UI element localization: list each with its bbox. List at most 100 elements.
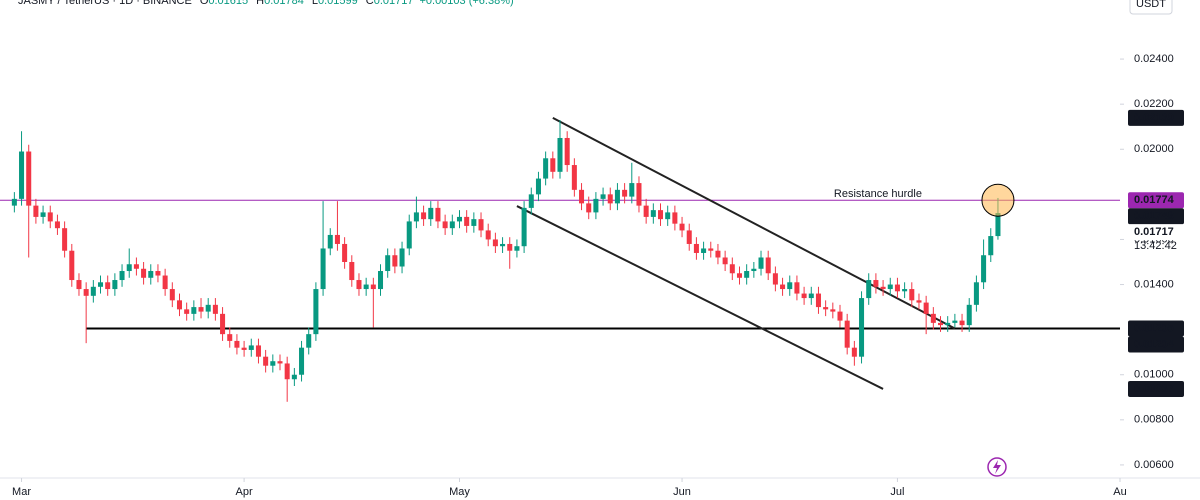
candle xyxy=(701,241,707,260)
candle xyxy=(851,340,857,366)
candle xyxy=(593,192,599,220)
candle-body xyxy=(83,289,89,296)
candle-body xyxy=(535,178,541,195)
candle-body xyxy=(952,320,958,323)
candle-body xyxy=(478,219,484,231)
candle xyxy=(902,282,908,299)
candle-body xyxy=(54,221,60,229)
candle xyxy=(887,277,893,296)
y-tick-label: 0.01000 xyxy=(1134,369,1174,381)
candle xyxy=(370,277,376,328)
candle xyxy=(378,264,384,296)
candle xyxy=(543,151,549,186)
candle-body xyxy=(349,261,355,281)
candle-body xyxy=(69,250,75,281)
y-tick-label: 0.00800 xyxy=(1134,414,1174,426)
candle-body xyxy=(112,280,118,290)
candle xyxy=(105,275,111,296)
y-tick-label: 0.02000 xyxy=(1134,143,1174,155)
symbol: JASMY / TetherUS · 1D · BINANCE xyxy=(18,0,192,7)
candle-body xyxy=(751,268,757,272)
ohlc-letter: O xyxy=(200,0,209,7)
x-tick-label: Au xyxy=(1113,486,1126,498)
candle-body xyxy=(564,137,570,166)
candle-body xyxy=(442,221,448,229)
candle xyxy=(866,273,872,305)
candle-body xyxy=(291,374,297,380)
candle-body xyxy=(456,216,462,222)
price-label: 0.01748 xyxy=(1134,210,1174,222)
candle xyxy=(141,261,147,285)
candle xyxy=(184,302,190,321)
candle xyxy=(169,282,175,308)
candle xyxy=(421,205,427,226)
candle-body xyxy=(299,347,305,375)
candle-body xyxy=(464,216,470,226)
candle xyxy=(665,205,671,226)
candle-body xyxy=(521,207,527,247)
candle xyxy=(938,316,944,332)
candle xyxy=(133,257,139,276)
candle-body xyxy=(313,289,319,335)
candle xyxy=(571,158,577,197)
candle-body xyxy=(607,194,613,204)
trend-line xyxy=(516,205,884,390)
candle xyxy=(557,119,563,179)
price-label: 0.01717 xyxy=(1134,226,1174,238)
candle-body xyxy=(227,334,233,341)
candle xyxy=(579,183,585,211)
currency-box[interactable] xyxy=(1129,0,1173,15)
level-label: Resistance hurdle xyxy=(834,188,922,200)
candle-body xyxy=(801,293,807,299)
candle xyxy=(62,221,68,258)
candle xyxy=(342,237,348,269)
candle xyxy=(715,243,721,265)
candle-body xyxy=(794,282,800,294)
candle xyxy=(837,304,843,328)
candle xyxy=(126,248,132,278)
candle-body xyxy=(894,284,900,292)
trend-line xyxy=(552,117,956,330)
candle xyxy=(334,201,340,251)
ohlc-value: 0.01615 xyxy=(208,0,248,7)
candle-body xyxy=(665,212,671,220)
candle xyxy=(306,327,312,355)
candle xyxy=(471,212,477,233)
candle-body xyxy=(492,239,498,247)
price-badge xyxy=(1128,109,1184,126)
candle-body xyxy=(593,198,599,213)
candle-body xyxy=(363,284,369,290)
candle-body xyxy=(378,271,384,290)
candle xyxy=(507,237,513,269)
candle xyxy=(291,367,297,387)
candle xyxy=(54,214,60,235)
price-badge xyxy=(1128,208,1184,225)
currency: USDT xyxy=(1136,0,1166,10)
candle xyxy=(693,237,699,260)
candle-body xyxy=(887,284,893,290)
candle-body xyxy=(399,248,405,267)
candle-body xyxy=(277,361,283,364)
candle xyxy=(19,131,25,206)
candle xyxy=(47,205,53,229)
candle-body xyxy=(19,151,25,199)
candle-body xyxy=(938,322,944,326)
candle-body xyxy=(220,313,226,335)
candle xyxy=(435,201,441,229)
candle-body xyxy=(284,363,290,380)
change: +0.00103 (+6.38%) xyxy=(419,0,513,7)
candle xyxy=(11,192,17,213)
candle xyxy=(220,307,226,341)
alert-icon[interactable] xyxy=(987,457,1007,477)
candle-body xyxy=(722,257,728,265)
candle-body xyxy=(744,271,750,278)
candle xyxy=(636,176,642,213)
candle xyxy=(894,277,900,299)
candle xyxy=(313,282,319,341)
candle xyxy=(26,144,32,258)
ohlc-letter: C xyxy=(366,0,374,7)
candle-body xyxy=(614,189,620,204)
candle-body xyxy=(270,361,276,366)
candle xyxy=(744,264,750,285)
candle-body xyxy=(320,248,326,290)
